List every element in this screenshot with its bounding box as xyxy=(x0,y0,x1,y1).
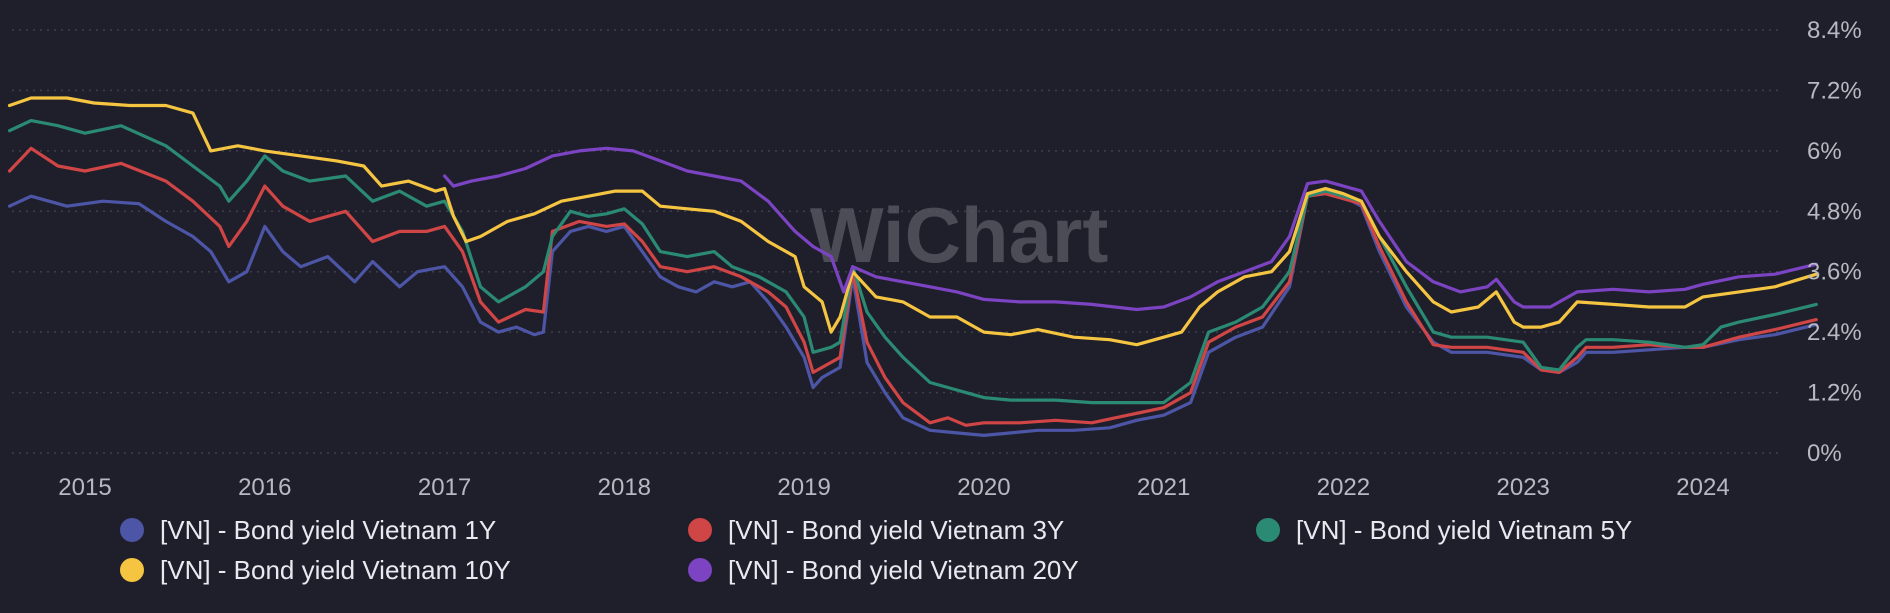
series-line-5 xyxy=(443,146,1818,312)
legend-label: [VN] - Bond yield Vietnam 10Y xyxy=(160,555,511,585)
x-tick-label: 2015 xyxy=(58,474,111,501)
series-layer xyxy=(7,96,1818,437)
series-line-4 xyxy=(7,96,1818,347)
x-tick-label: 2022 xyxy=(1317,474,1370,501)
legend-item-2[interactable]: [VN] - Bond yield Vietnam 3Y xyxy=(688,515,1064,545)
x-tick-label: 2021 xyxy=(1137,474,1190,501)
x-tick-label: 2023 xyxy=(1497,474,1550,501)
y-axis: 0% 1.2% 2.4% 3.6% 4.8% 6% 7.2% 8.4% xyxy=(1807,17,1862,467)
x-tick-label: 2017 xyxy=(418,474,471,501)
legend-label: [VN] - Bond yield Vietnam 1Y xyxy=(160,515,496,545)
x-axis: 2015 2016 2017 2018 2019 2020 2021 2022 2023 2024 xyxy=(58,474,1729,501)
y-tick-label: 0% xyxy=(1807,440,1842,467)
legend-label: [VN] - Bond yield Vietnam 5Y xyxy=(1296,515,1632,545)
y-tick-label: 8.4% xyxy=(1807,17,1862,44)
y-tick-label: 2.4% xyxy=(1807,319,1862,346)
watermark-logo: WiChart xyxy=(810,191,1108,279)
y-tick-label: 1.2% xyxy=(1807,380,1862,407)
legend-item-5[interactable]: [VN] - Bond yield Vietnam 20Y xyxy=(688,555,1079,585)
x-tick-label: 2024 xyxy=(1676,474,1729,501)
y-tick-label: 6% xyxy=(1807,138,1842,165)
series-line-2 xyxy=(7,146,1818,427)
legend-item-3[interactable]: [VN] - Bond yield Vietnam 5Y xyxy=(1256,515,1632,545)
legend-label: [VN] - Bond yield Vietnam 3Y xyxy=(728,515,1064,545)
legend-item-1[interactable]: [VN] - Bond yield Vietnam 1Y xyxy=(120,515,496,545)
x-tick-label: 2018 xyxy=(598,474,651,501)
y-tick-label: 7.2% xyxy=(1807,77,1862,104)
legend-marker xyxy=(688,518,712,542)
x-tick-label: 2020 xyxy=(957,474,1010,501)
legend-marker xyxy=(120,558,144,582)
legend-item-4[interactable]: [VN] - Bond yield Vietnam 10Y xyxy=(120,555,511,585)
legend-label: [VN] - Bond yield Vietnam 20Y xyxy=(728,555,1079,585)
x-tick-label: 2016 xyxy=(238,474,291,501)
legend-marker xyxy=(688,558,712,582)
x-tick-label: 2019 xyxy=(777,474,830,501)
legend-marker xyxy=(1256,518,1280,542)
y-tick-label: 4.8% xyxy=(1807,198,1862,225)
legend-marker xyxy=(120,518,144,542)
y-tick-label: 3.6% xyxy=(1807,259,1862,286)
legend: [VN] - Bond yield Vietnam 1Y [VN] - Bond … xyxy=(120,515,1632,585)
